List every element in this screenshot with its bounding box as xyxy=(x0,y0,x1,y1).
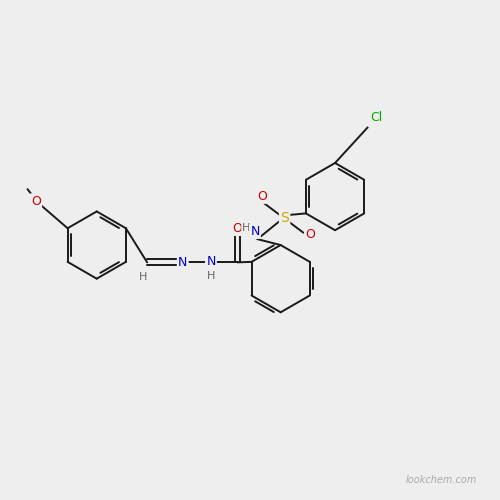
Text: O: O xyxy=(31,194,41,207)
Text: lookchem.com: lookchem.com xyxy=(406,475,477,485)
Text: H: H xyxy=(207,270,215,280)
Text: N: N xyxy=(250,224,260,237)
Text: N: N xyxy=(206,255,216,268)
Text: H: H xyxy=(242,223,250,233)
Text: N: N xyxy=(178,256,188,269)
Text: O: O xyxy=(232,222,242,234)
Text: H: H xyxy=(138,272,147,282)
Text: O: O xyxy=(257,190,267,202)
Text: O: O xyxy=(306,228,316,241)
Text: Cl: Cl xyxy=(370,111,382,124)
Text: S: S xyxy=(280,211,289,225)
